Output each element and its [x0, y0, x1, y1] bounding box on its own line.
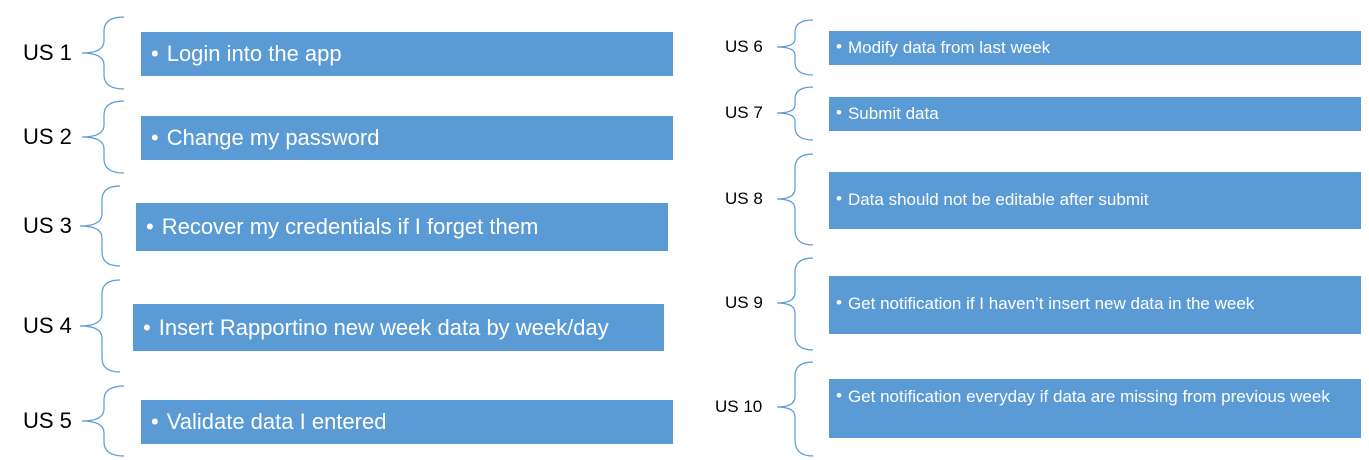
us-label: US 1	[23, 40, 72, 65]
brace-us-7	[776, 86, 814, 141]
bullet-icon: •	[146, 214, 154, 239]
us-label: US 4	[23, 313, 72, 338]
bullet-icon: •	[836, 103, 842, 122]
bullet-icon: •	[836, 189, 842, 208]
us-label: US 2	[23, 124, 72, 149]
story-box: • Login into the app	[141, 32, 673, 76]
story-box: • Modify data from last week	[829, 31, 1361, 65]
story-text: Insert Rapportino new week data by week/…	[158, 314, 609, 340]
story-text: Recover my credentials if I forget them	[161, 214, 539, 240]
story-text: Get notification if I haven’t insert new…	[847, 294, 1255, 313]
brace-us-10	[776, 361, 814, 457]
story-box: • Insert Rapportino new week data by wee…	[133, 304, 664, 351]
story-box: • Change my password	[141, 116, 673, 160]
bullet-icon: •	[151, 409, 159, 434]
brace-us-8	[776, 153, 814, 246]
us-label: US 5	[23, 408, 72, 433]
bullet-icon: •	[836, 37, 842, 56]
brace-us-4	[79, 279, 121, 373]
story-text: Change my password	[166, 125, 380, 151]
brace-us-5	[81, 385, 125, 457]
brace-us-6	[776, 19, 814, 76]
us-label: US 9	[725, 293, 763, 312]
story-box: • Get notification if I haven’t insert n…	[829, 276, 1361, 334]
story-box: • Validate data I entered	[141, 400, 673, 444]
brace-us-9	[776, 257, 814, 351]
story-text: Modify data from last week	[847, 38, 1051, 57]
story-box: • Get notification everyday if data are …	[829, 379, 1361, 438]
story-box: • Submit data	[829, 97, 1361, 131]
us-label: US 7	[725, 103, 763, 122]
story-text: Login into the app	[166, 41, 342, 67]
us-label: US 6	[725, 37, 763, 56]
us-label: US 10	[715, 397, 763, 416]
bullet-icon: •	[836, 293, 842, 312]
bullet-icon: •	[143, 314, 151, 340]
us-label: US 3	[23, 213, 72, 238]
bullet-icon: •	[836, 386, 842, 405]
brace-us-1	[81, 16, 125, 90]
brace-us-2	[81, 100, 125, 174]
story-text: Submit data	[847, 104, 939, 123]
story-text: Get notification everyday if data are mi…	[847, 387, 1330, 406]
story-text: Validate data I entered	[166, 409, 387, 435]
us-label: US 8	[725, 189, 763, 208]
story-text: Data should not be editable after submit	[847, 190, 1149, 209]
story-box: • Recover my credentials if I forget the…	[136, 203, 668, 251]
story-box: • Data should not be editable after subm…	[829, 172, 1361, 229]
bullet-icon: •	[151, 125, 159, 150]
brace-us-3	[79, 185, 121, 267]
bullet-icon: •	[151, 41, 159, 66]
